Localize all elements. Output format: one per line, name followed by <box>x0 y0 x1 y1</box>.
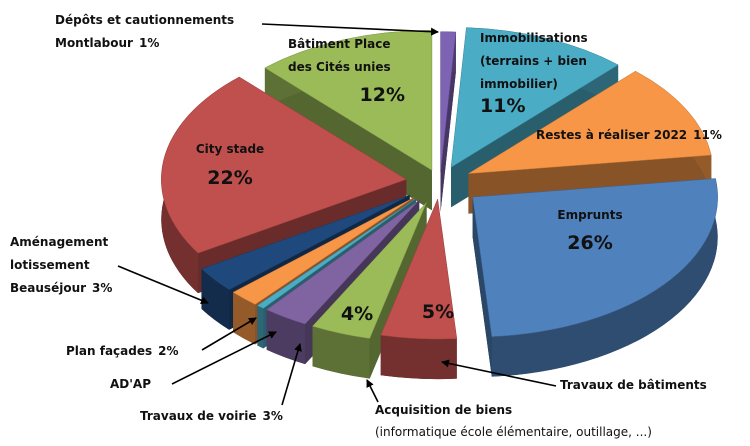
slice-top <box>200 194 410 291</box>
pie <box>161 27 718 380</box>
leader-line <box>171 331 277 385</box>
slice-top <box>450 27 619 168</box>
slice-top <box>312 202 427 339</box>
label-line: Dépôts et cautionnements <box>55 13 234 27</box>
leader-line <box>366 379 379 403</box>
labels: Dépôts et cautionnements Montlabour 1% Immo… <box>10 13 722 423</box>
slice-label: Plan façades 2% <box>66 344 179 358</box>
slice-wall <box>201 268 230 330</box>
value-label: 4% <box>341 303 373 325</box>
value-label: 22% <box>207 167 252 189</box>
label-line: Immobilisations <box>480 31 588 45</box>
slice-wall <box>257 305 264 349</box>
note: (informatique école élémentaire, outilla… <box>375 425 652 439</box>
label-line: immobilier) <box>480 77 558 91</box>
value-label: 5% <box>422 301 454 323</box>
label-line: Aménagement <box>10 235 108 249</box>
slice-label: Aménagement lotissement Beauséjour 3% <box>10 235 112 295</box>
slice <box>380 198 458 380</box>
label-line: Plan façades <box>66 344 152 358</box>
slice-label: City stade <box>196 142 264 156</box>
slice-wall <box>491 178 718 377</box>
label-line: Restes à réaliser 2022 <box>536 128 687 142</box>
slice-label: Travaux de bâtiments <box>560 378 707 392</box>
slice-side <box>201 195 410 309</box>
label-line: Montlabour <box>55 36 133 50</box>
label-line: City stade <box>196 142 264 156</box>
slice-top <box>266 199 420 325</box>
slice-top <box>161 76 407 254</box>
label-line: AD'AP <box>110 377 151 391</box>
slice-label: Dépôts et cautionnements Montlabour 1% <box>55 13 234 50</box>
leader-line <box>117 265 209 305</box>
label-line: lotissement <box>10 258 90 272</box>
slice <box>472 178 718 377</box>
value-label: 26% <box>567 232 612 254</box>
value-label: 11% <box>693 128 722 142</box>
value-label: 3% <box>92 281 112 295</box>
value-label: 1% <box>139 36 159 50</box>
label-line: Bâtiment Place <box>288 37 390 51</box>
slice <box>440 31 457 212</box>
slice-top <box>440 31 457 172</box>
label-line: Travaux de voirie <box>140 409 257 423</box>
slice-wall <box>380 335 457 380</box>
value-label: 12% <box>360 84 405 106</box>
slice-label: Immobilisations (terrains + bien immobilie… <box>480 31 588 91</box>
leader-line <box>261 23 439 36</box>
slice-label: Bâtiment Place des Cités unies <box>288 37 391 74</box>
slice-side <box>472 197 492 377</box>
leader-line <box>201 317 257 351</box>
slice-wall <box>233 292 256 345</box>
slice-top <box>232 197 414 305</box>
value-label: 11% <box>480 95 525 117</box>
slice <box>312 202 427 379</box>
value-label: 2% <box>158 344 178 358</box>
slice-label: Restes à réaliser 2022 11% <box>536 128 722 142</box>
slice-label: AD'AP <box>110 377 151 391</box>
label-line: (terrains + bien <box>480 54 587 68</box>
slice-top <box>256 198 417 309</box>
slice-top <box>468 70 712 174</box>
label-line: Emprunts <box>557 208 622 222</box>
slice-label: Emprunts <box>557 208 622 222</box>
label-line: Acquisition de biens <box>375 403 512 417</box>
slice-top <box>380 198 458 340</box>
slice-side <box>440 31 456 212</box>
leader-line <box>281 343 302 406</box>
leader-line <box>441 359 557 387</box>
label-line: des Cités unies <box>288 60 391 74</box>
label-line: Travaux de bâtiments <box>560 378 707 392</box>
slice-wall <box>312 326 370 379</box>
label-line: Beauséjour <box>10 281 86 295</box>
value-label: 3% <box>263 409 283 423</box>
slice <box>468 70 712 214</box>
leader-lines <box>117 23 557 406</box>
slice-top <box>472 178 718 337</box>
slice-label: Travaux de voirie 3% <box>140 409 283 423</box>
slice-label: Acquisition de biens <box>375 403 512 417</box>
